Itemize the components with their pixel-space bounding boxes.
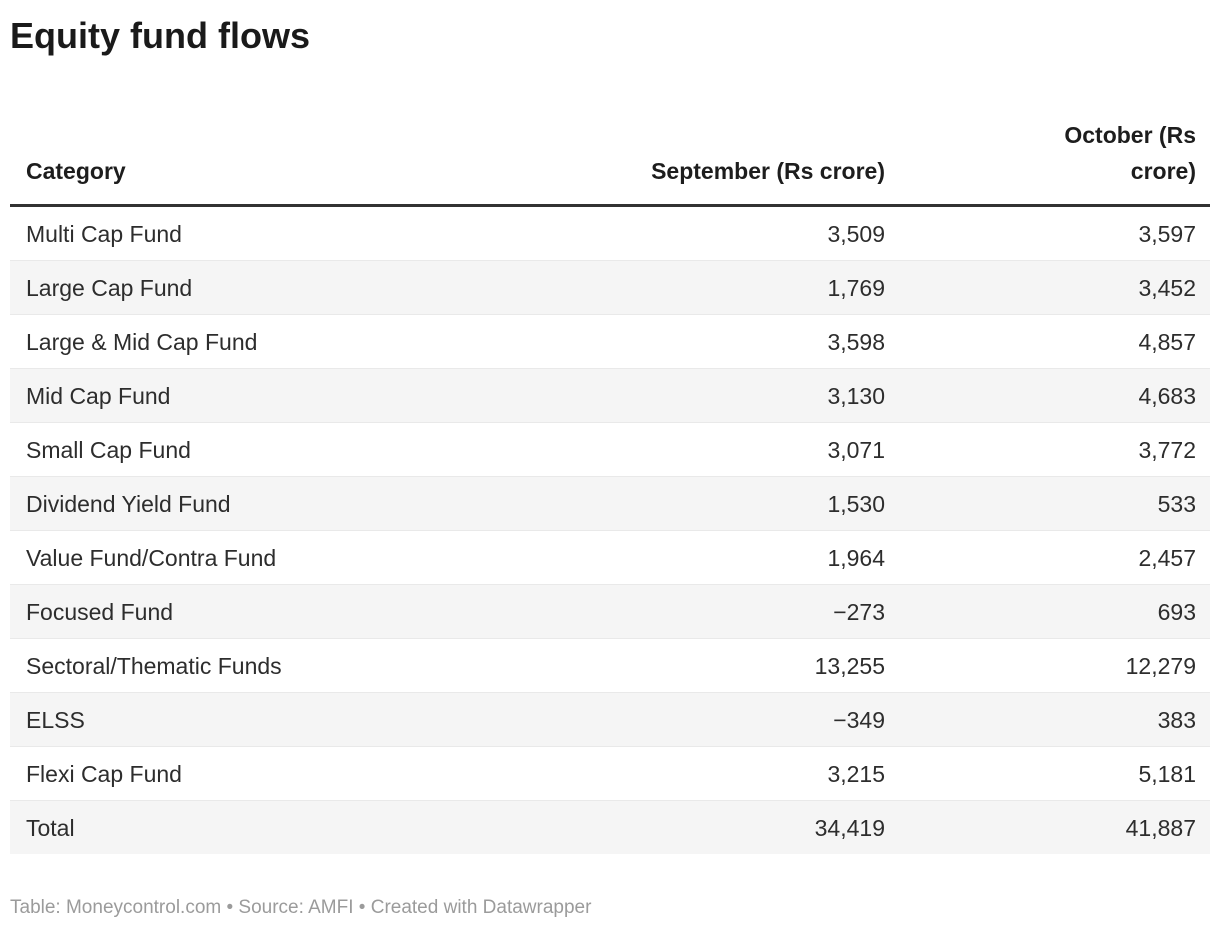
september-cell: 3,215	[599, 746, 899, 801]
september-cell: −273	[599, 584, 899, 639]
equity-fund-flows-table: Category September (Rs crore) October (R…	[10, 117, 1210, 854]
october-cell: 3,597	[899, 205, 1210, 261]
september-cell: 1,964	[599, 530, 899, 585]
september-cell: 1,530	[599, 476, 899, 531]
column-header-october-label: October (Rs crore)	[1064, 122, 1196, 184]
september-cell: 3,509	[599, 205, 899, 261]
october-cell: 5,181	[899, 746, 1210, 801]
category-cell: Large Cap Fund	[10, 260, 599, 315]
october-cell: 693	[899, 584, 1210, 639]
category-cell: Value Fund/Contra Fund	[10, 530, 599, 585]
september-cell: 3,071	[599, 422, 899, 477]
column-header-september: September (Rs crore)	[599, 117, 899, 207]
october-cell: 2,457	[899, 530, 1210, 585]
september-cell: 1,769	[599, 260, 899, 315]
september-cell: 13,255	[599, 638, 899, 693]
september-cell: 3,598	[599, 314, 899, 369]
october-cell: 383	[899, 692, 1210, 747]
september-cell: 34,419	[814, 815, 885, 841]
category-cell: Small Cap Fund	[10, 422, 599, 477]
table-row: Dividend Yield Fund 1,530 533	[10, 476, 1210, 531]
header-row: Category September (Rs crore) October (R…	[10, 117, 1210, 207]
table-row: Flexi Cap Fund 3,215 5,181	[10, 746, 1210, 801]
table-row: Multi Cap Fund 3,509 3,597	[10, 205, 1210, 261]
attribution-footer: Table: Moneycontrol.com • Source: AMFI •…	[10, 897, 592, 918]
october-cell: 533	[899, 476, 1210, 531]
table-row-total: Total 34,419 41,887	[10, 800, 1210, 854]
category-cell: Dividend Yield Fund	[10, 476, 599, 531]
table-row: Value Fund/Contra Fund 1,964 2,457	[10, 530, 1210, 585]
category-cell: Large & Mid Cap Fund	[10, 314, 599, 369]
table-row: Sectoral/Thematic Funds 13,255 12,279	[10, 638, 1210, 693]
september-cell: −349	[599, 692, 899, 747]
category-cell: Focused Fund	[10, 584, 599, 639]
table-row: Small Cap Fund 3,071 3,772	[10, 422, 1210, 477]
category-cell: Multi Cap Fund	[10, 205, 599, 261]
october-cell: 3,772	[899, 422, 1210, 477]
category-cell: ELSS	[10, 692, 599, 747]
table-row: ELSS −349 383	[10, 692, 1210, 747]
category-cell: Total	[26, 815, 75, 841]
table-row: Focused Fund −273 693	[10, 584, 1210, 639]
column-header-category: Category	[10, 117, 599, 207]
page-title: Equity fund flows	[10, 15, 310, 56]
october-cell: 41,887	[1125, 815, 1196, 841]
column-header-october: October (Rs crore)	[899, 117, 1210, 207]
table-body: Multi Cap Fund 3,509 3,597 Large Cap Fun…	[10, 205, 1210, 854]
table-row: Large & Mid Cap Fund 3,598 4,857	[10, 314, 1210, 369]
october-cell: 4,683	[899, 368, 1210, 423]
table-row: Large Cap Fund 1,769 3,452	[10, 260, 1210, 315]
table-row: Mid Cap Fund 3,130 4,683	[10, 368, 1210, 423]
october-cell: 4,857	[899, 314, 1210, 369]
category-cell: Mid Cap Fund	[10, 368, 599, 423]
table-header: Category September (Rs crore) October (R…	[10, 117, 1210, 207]
october-cell: 12,279	[899, 638, 1210, 693]
october-cell: 3,452	[899, 260, 1210, 315]
september-cell: 3,130	[599, 368, 899, 423]
category-cell: Sectoral/Thematic Funds	[10, 638, 599, 693]
category-cell: Flexi Cap Fund	[10, 746, 599, 801]
